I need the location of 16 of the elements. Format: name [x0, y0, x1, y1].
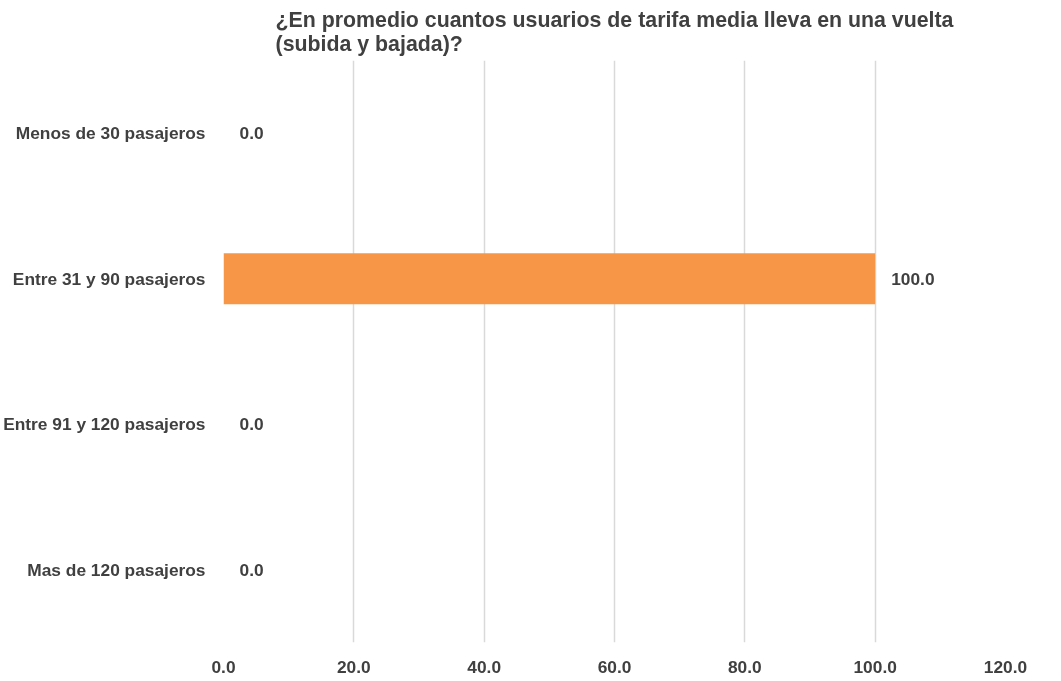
x-tick-label: 100.0	[853, 656, 897, 677]
y-tick-label: Entre 31 y 90 pasajeros	[12, 268, 206, 289]
x-tick-label: 40.0	[467, 656, 502, 677]
data-label: 0.0	[239, 123, 264, 144]
y-tick-label: Menos de 30 pasajeros	[15, 123, 206, 144]
x-tick-label: 80.0	[727, 656, 762, 677]
y-tick-label: Entre 91 y 120 pasajeros	[3, 414, 206, 435]
x-tick-label: 20.0	[336, 656, 371, 677]
chart-title: ¿En promedio cuantos usuarios de tarifa media lleva en una vuelta (subida y bajada)?	[275, 7, 954, 56]
x-tick-label: 120.0	[983, 656, 1028, 677]
data-label: 100.0	[891, 268, 935, 289]
data-label: 0.0	[239, 559, 264, 580]
data-label: 0.0	[239, 414, 264, 435]
y-tick-label: Mas de 120 pasajeros	[27, 559, 206, 580]
x-tick-label: 60.0	[597, 656, 632, 677]
x-tick-label: 0.0	[211, 656, 236, 677]
